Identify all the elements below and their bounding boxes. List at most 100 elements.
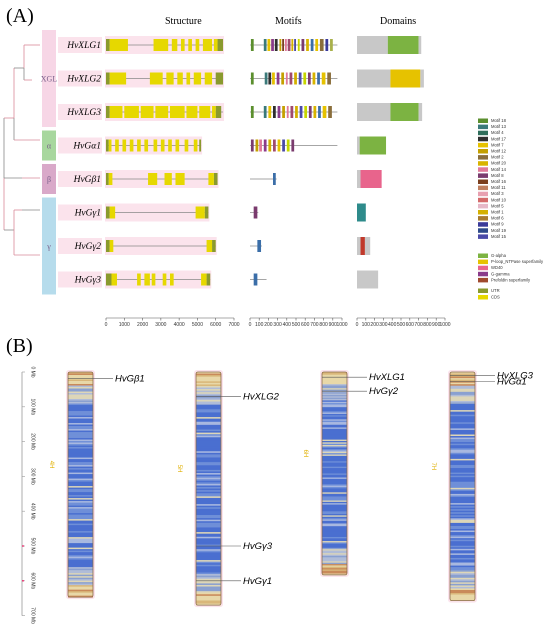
legend-label: Motif 10 — [491, 197, 507, 202]
chromosome-band — [322, 492, 347, 495]
chromosome-band — [196, 513, 221, 516]
utr-block — [217, 39, 224, 51]
chromosome-band — [196, 440, 221, 443]
motif-block — [277, 106, 281, 118]
chromosome-band — [196, 591, 221, 594]
chromosome-band — [322, 404, 347, 407]
domain-block — [357, 103, 391, 121]
chromosome-band — [196, 485, 221, 488]
chromosome-band — [68, 520, 93, 523]
chromosome-band — [322, 439, 347, 442]
chromosome-label: 5H — [176, 465, 182, 473]
chromosome-band — [450, 530, 475, 533]
chromosome-band — [450, 513, 475, 516]
chromosome-band — [196, 490, 221, 493]
structure-axis-tick-label: 4000 — [174, 322, 185, 328]
chromosome-band — [68, 510, 93, 512]
chromosome-band — [68, 381, 93, 383]
utr-block — [106, 139, 109, 152]
chromosome-band — [322, 509, 347, 512]
gene-row: HvGα1 — [58, 136, 387, 155]
chromosome-band — [196, 491, 221, 494]
structure-axis-tick-label: 1000 — [119, 322, 130, 328]
motif-block — [315, 39, 319, 51]
legend-swatch — [478, 222, 488, 227]
chromosome-band — [450, 579, 475, 582]
structure-axis-tick-label: 3000 — [155, 322, 166, 328]
gene-marker-label: HvGγ3 — [243, 541, 273, 552]
chromosome-band — [322, 449, 347, 451]
chromosome-band — [196, 426, 221, 429]
chromosome-band — [68, 444, 93, 446]
motif-block — [268, 106, 272, 118]
chromosome-band — [68, 403, 93, 406]
chromosome-band — [196, 586, 221, 589]
motif-block — [330, 39, 333, 51]
motif-block — [253, 206, 258, 219]
cds-block — [108, 139, 112, 152]
gene-name-highlight — [58, 204, 102, 221]
chromosome-band — [196, 597, 221, 600]
chromosome-label: 4H — [48, 461, 54, 469]
chromosome-band — [196, 457, 221, 460]
legend-label: Motif 2 — [491, 155, 504, 160]
chromosome-band — [450, 571, 475, 574]
chromosome-band — [196, 488, 221, 491]
chromosome-band — [196, 468, 221, 471]
legend-swatch — [478, 271, 488, 277]
gene-marker-label: HvGγ1 — [243, 576, 272, 587]
gene-name: HvGγ3 — [74, 276, 102, 286]
chromosome-band — [450, 440, 475, 443]
chromosome-band — [68, 466, 93, 469]
chromosome-band — [450, 431, 475, 434]
chromosome-band — [68, 433, 93, 436]
chromosome-band — [68, 486, 93, 488]
cds-block — [149, 72, 163, 85]
chromosome-band — [68, 538, 93, 541]
chromosome-band — [68, 388, 93, 391]
chromosome-band — [322, 568, 347, 570]
chromosome-band — [196, 465, 221, 468]
chromosome-band — [196, 409, 221, 412]
chromosome-band — [68, 588, 93, 591]
chromosome-band — [196, 403, 221, 406]
cds-block — [213, 39, 218, 51]
chromosome-band — [322, 459, 347, 462]
chromosome-band — [450, 556, 475, 559]
chromosome-band — [68, 576, 93, 579]
chromosome-band — [322, 434, 347, 436]
chromosome-band — [68, 495, 93, 497]
chromosome-band — [322, 447, 347, 450]
chromosome-band — [68, 487, 93, 490]
chromosome-band — [450, 454, 475, 457]
chromosome-band — [450, 550, 475, 553]
chromosome-band — [450, 510, 475, 513]
chromosome-band — [68, 591, 93, 594]
chromosome-band — [196, 424, 221, 427]
domain-block — [390, 103, 419, 121]
chromosome-band — [322, 396, 347, 399]
chromosome-band — [450, 496, 475, 499]
chromosome-band — [196, 454, 221, 457]
chromosome-band — [322, 399, 347, 401]
chromosome-band — [322, 409, 347, 412]
chromosome-band — [68, 543, 93, 546]
chromosome-band — [196, 432, 221, 435]
chromosome-band — [196, 546, 221, 549]
domain-block — [418, 103, 423, 121]
structure-axis-tick-label: 5000 — [192, 322, 203, 328]
chromosome-band — [322, 551, 347, 554]
chromosome-band — [450, 375, 475, 377]
legend-label: G-alpha — [491, 253, 507, 258]
motif-block — [276, 72, 280, 85]
chromosome-band — [450, 536, 475, 539]
chromosome: 7H — [430, 370, 477, 603]
chromosome-band — [68, 517, 93, 520]
gene-row: HvXLG1 — [58, 36, 422, 54]
chromosome-band — [196, 501, 221, 503]
chromosome-band — [322, 462, 347, 465]
legend-swatch — [478, 295, 488, 300]
cds-block — [184, 139, 189, 152]
chromosome-band — [322, 432, 347, 435]
chromosome: 4H — [48, 370, 95, 600]
